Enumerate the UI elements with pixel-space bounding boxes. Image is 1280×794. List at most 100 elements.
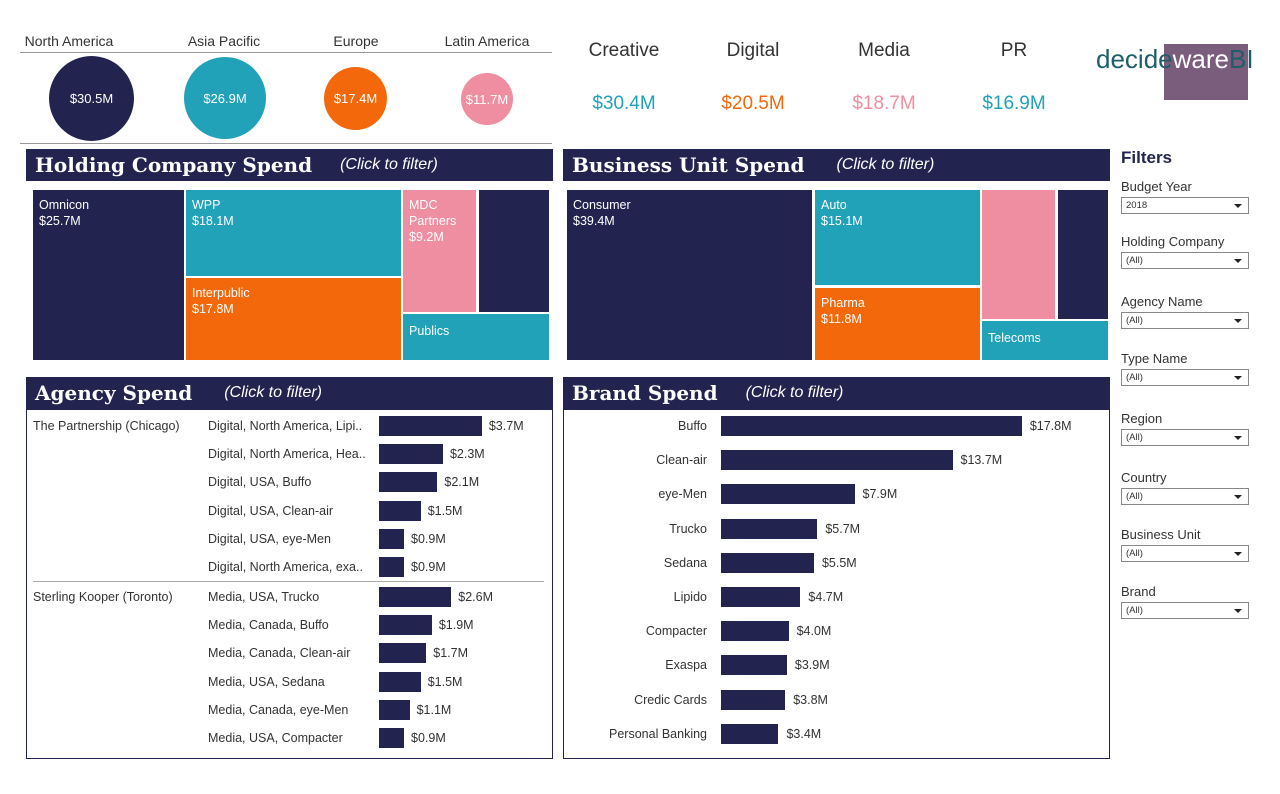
agency-row-label[interactable]: Digital, North America, Lipi.. — [208, 419, 363, 433]
agency-name-sterling-kooper[interactable]: Sterling Kooper (Toronto) — [33, 590, 173, 604]
brand-bar[interactable] — [721, 552, 814, 573]
filter-select-business-unit[interactable]: (All) — [1121, 545, 1249, 562]
filter-select-value: (All) — [1126, 491, 1143, 502]
chevron-down-icon — [1234, 319, 1242, 323]
region-bubble-asia-pacific[interactable]: $26.9M — [184, 57, 266, 139]
brand-label[interactable]: Lipido — [673, 590, 707, 604]
agency-row-label[interactable]: Digital, USA, eye-Men — [208, 531, 331, 546]
filter-select-country[interactable]: (All) — [1121, 488, 1249, 505]
agency-row-label[interactable]: Digital, USA, Buffo — [208, 475, 312, 490]
tile-other-pink[interactable] — [982, 190, 1055, 319]
brand-label[interactable]: Compacter — [645, 624, 707, 639]
brand-bar-value: $5.5M — [821, 555, 857, 570]
agency-bar[interactable] — [379, 643, 427, 664]
filter-select-value: (All) — [1126, 548, 1143, 559]
agency-bar[interactable] — [379, 416, 482, 436]
filter-select-region[interactable]: (All) — [1121, 429, 1249, 446]
tile-mdc-partners[interactable]: MDC Partners $9.2M — [403, 190, 476, 312]
brand-bar[interactable] — [721, 723, 779, 744]
filter-select-value: (All) — [1126, 605, 1143, 616]
tile-other-holding[interactable] — [479, 190, 549, 312]
tile-omnicon[interactable]: Omnicon $25.7M — [33, 190, 184, 360]
tile-other-navy[interactable] — [1058, 190, 1108, 319]
agency-bar[interactable] — [379, 728, 405, 748]
tile-telecoms[interactable]: Telecoms — [982, 321, 1108, 360]
agency-bar[interactable] — [379, 444, 443, 465]
agency-bar[interactable] — [379, 500, 421, 521]
brand-label[interactable]: Sedana — [663, 555, 707, 570]
filter-label-budget-year: Budget Year — [1121, 179, 1192, 194]
agency-group-divider — [33, 581, 544, 582]
agency-row-label[interactable]: Digital, North America, exa.. — [208, 560, 363, 574]
tile-wpp-value: $18.1M — [192, 214, 234, 228]
agency-row-label[interactable]: Digital, North America, Hea.. — [208, 447, 366, 462]
agency-bar[interactable] — [379, 615, 432, 636]
agency-row-label[interactable]: Media, USA, Compacter — [208, 731, 343, 745]
region-label-europe: Europe — [333, 33, 379, 49]
filter-label-region: Region — [1121, 411, 1163, 426]
agency-bar-value: $1.9M — [438, 618, 474, 633]
brand-bar[interactable] — [721, 587, 801, 607]
brand-label[interactable]: Credic Cards — [634, 692, 707, 707]
brand-bar[interactable] — [721, 689, 786, 710]
brand-label[interactable]: eye-Men — [658, 487, 707, 502]
agency-row-label[interactable]: Media, USA, Sedana — [208, 674, 325, 689]
agency-bar[interactable] — [379, 472, 438, 493]
brand-label[interactable]: Exaspa — [665, 658, 707, 673]
tile-wpp[interactable]: WPP $18.1M — [186, 190, 401, 276]
tile-consumer[interactable]: Consumer $39.4M — [567, 190, 812, 360]
filter-select-type-name[interactable]: (All) — [1121, 369, 1249, 386]
brand-label[interactable]: Buffo — [678, 419, 707, 433]
business-unit-header: Business Unit Spend (Click to filter) — [563, 149, 1110, 181]
brand-bar-value: $3.4M — [786, 726, 822, 741]
agency-row-label[interactable]: Media, Canada, Clean-air — [208, 646, 351, 661]
region-bubble-europe[interactable]: $17.4M — [324, 67, 387, 130]
filter-label-type-name: Type Name — [1121, 351, 1188, 366]
brand-bar[interactable] — [721, 484, 855, 505]
filter-select-value: 2018 — [1126, 200, 1148, 211]
brand-bar[interactable] — [721, 416, 1022, 436]
agency-bar[interactable] — [379, 587, 452, 607]
agency-bar[interactable] — [379, 528, 405, 549]
filter-select-holding-company[interactable]: (All) — [1121, 252, 1249, 269]
filter-select-budget-year[interactable]: 2018 — [1121, 197, 1249, 214]
logo-part-bi: BI — [1228, 44, 1254, 74]
tile-pharma-name: Pharma — [821, 296, 865, 310]
brand-bar[interactable] — [721, 621, 789, 642]
filter-select-brand[interactable]: (All) — [1121, 602, 1249, 619]
agency-row-label[interactable]: Media, Canada, eye-Men — [208, 702, 349, 717]
brand-label[interactable]: Personal Banking — [609, 726, 707, 741]
agency-row-label[interactable]: Media, Canada, Buffo — [208, 618, 329, 633]
tile-pharma[interactable]: Pharma $11.8M — [815, 288, 980, 360]
tile-publics-name: Publics — [409, 324, 450, 338]
brand-bar[interactable] — [721, 655, 787, 676]
brand-label[interactable]: Trucko — [669, 521, 707, 536]
region-top-divider — [20, 52, 552, 53]
brand-bar[interactable] — [721, 518, 818, 539]
tile-interpublic[interactable]: Interpublic $17.8M — [186, 278, 401, 360]
chevron-down-icon — [1234, 552, 1242, 556]
agency-bar[interactable] — [379, 699, 410, 720]
chevron-down-icon — [1234, 376, 1242, 380]
tile-consumer-value: $39.4M — [573, 214, 615, 228]
brand-label[interactable]: Clean-air — [656, 453, 707, 468]
agency-bar[interactable] — [379, 557, 405, 577]
tile-auto[interactable]: Auto $15.1M — [815, 190, 980, 285]
agency-row-label[interactable]: Digital, USA, Clean-air — [208, 503, 334, 518]
filter-select-agency-name[interactable]: (All) — [1121, 312, 1249, 329]
brand-bar[interactable] — [721, 450, 953, 471]
agency-bar[interactable] — [379, 671, 421, 692]
tile-omnicon-name: Omnicon — [39, 198, 90, 212]
holding-company-title: Holding Company Spend — [35, 153, 313, 177]
region-bubble-north-america[interactable]: $30.5M — [49, 56, 134, 141]
chevron-down-icon — [1234, 436, 1242, 440]
agency-name-partnership[interactable]: The Partnership (Chicago) — [33, 419, 180, 433]
agency-spend-title: Agency Spend — [35, 381, 193, 405]
business-unit-title: Business Unit Spend — [572, 153, 805, 177]
agency-spend-header: Agency Spend (Click to filter) — [26, 377, 553, 409]
tile-publics[interactable]: Publics — [403, 314, 549, 360]
agency-row-label[interactable]: Media, USA, Trucko — [208, 590, 320, 604]
region-bubble-latin-america[interactable]: $11.7M — [461, 73, 513, 125]
chevron-down-icon — [1234, 259, 1242, 263]
logo-part-decide: decide — [1096, 44, 1173, 74]
